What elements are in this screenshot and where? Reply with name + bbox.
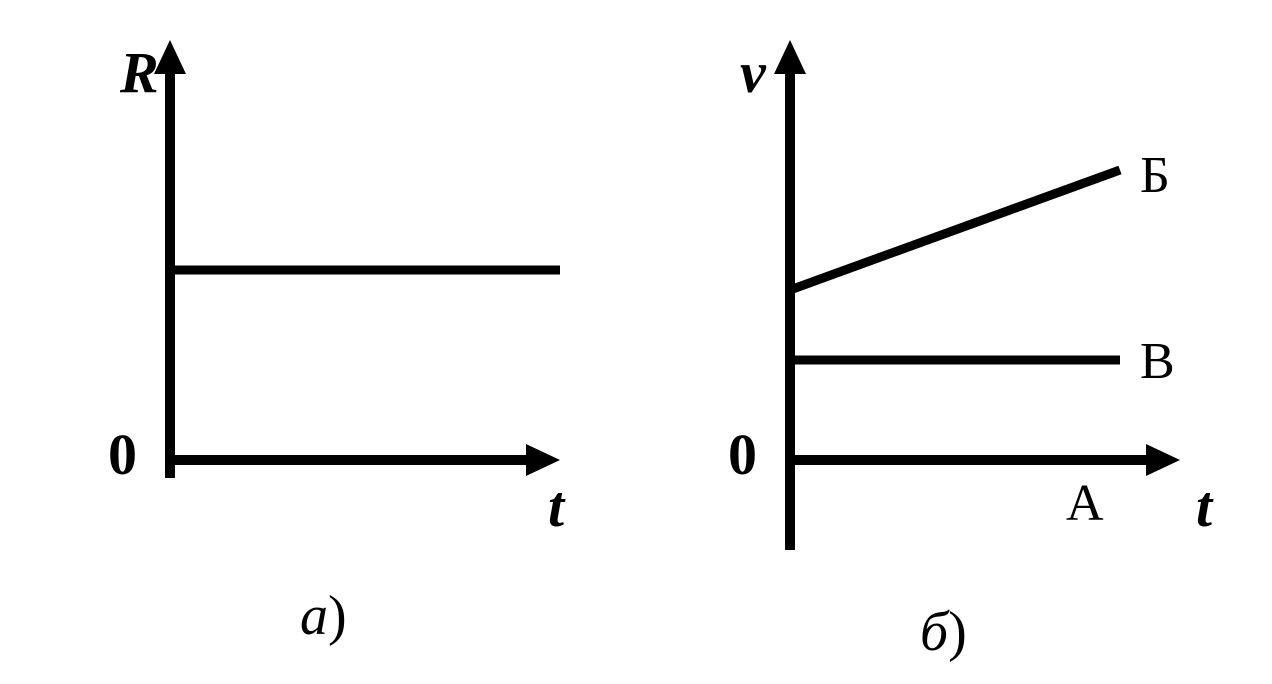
right-caption: б)	[920, 604, 967, 660]
series-label-b: Б	[1140, 150, 1170, 202]
right-x-axis-label: t	[1196, 478, 1212, 536]
left-caption-paren: )	[328, 585, 347, 647]
right-caption-letter: б	[920, 601, 948, 663]
left-y-axis-label: R	[120, 44, 159, 102]
series-label-a: А	[1066, 478, 1104, 530]
right-caption-paren: )	[948, 601, 967, 663]
right-origin-label: 0	[728, 426, 757, 484]
left-caption: а)	[300, 588, 347, 644]
series-line-Б	[790, 170, 1120, 290]
left-caption-letter: а	[300, 585, 328, 647]
left-origin-label: 0	[108, 426, 137, 484]
series-label-v: В	[1140, 336, 1175, 388]
figure-canvas: R t 0 а) v t 0 б) Б В А	[0, 0, 1272, 684]
plots-svg	[0, 0, 1272, 684]
left-x-axis-label: t	[548, 478, 564, 536]
right-y-axis-label: v	[740, 44, 766, 102]
